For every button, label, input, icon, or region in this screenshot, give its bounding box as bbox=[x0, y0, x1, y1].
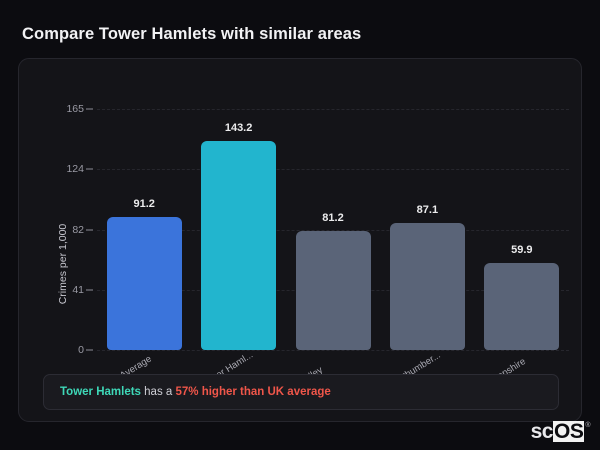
annotation-connector-text: has a bbox=[140, 386, 176, 398]
annotation-statistic: 57% higher than UK average bbox=[175, 386, 331, 398]
gridline bbox=[97, 109, 569, 110]
y-axis-tick-label: 0 bbox=[78, 344, 84, 356]
registered-trademark-icon: ® bbox=[585, 422, 590, 429]
annotation-area-name: Tower Hamlets bbox=[60, 386, 141, 398]
y-axis-tick-mark bbox=[86, 289, 93, 291]
chart-card: Crimes per 1,000 0 41 82 124 165 91.2 UK Avera… bbox=[18, 58, 582, 422]
y-axis-tick-mark bbox=[86, 108, 93, 110]
logo-os-badge: OS bbox=[552, 420, 585, 443]
y-axis-tick-label: 165 bbox=[66, 103, 84, 115]
y-axis-tick-label: 41 bbox=[72, 284, 84, 297]
bar[interactable] bbox=[106, 216, 182, 350]
gridline bbox=[97, 230, 569, 232]
y-axis-title: Crimes per 1,000 bbox=[57, 223, 69, 305]
y-axis-tick-mark bbox=[86, 229, 93, 231]
y-axis-tick-mark bbox=[86, 168, 93, 170]
bar[interactable] bbox=[295, 231, 371, 350]
y-axis-tick-label: 124 bbox=[66, 162, 84, 175]
bar[interactable] bbox=[389, 222, 465, 350]
scos-logo: sc OS ® bbox=[531, 421, 590, 442]
y-axis-tick-mark bbox=[86, 349, 93, 351]
bar-value-label: 91.2 bbox=[133, 197, 155, 210]
bar-group[interactable]: 59.9 Shropshire bbox=[483, 109, 560, 390]
plot-area: 0 41 82 124 165 91.2 UK Average 143.2 Tower Haml… bbox=[66, 103, 569, 390]
gridline bbox=[97, 350, 569, 351]
y-axis-tick-label: 82 bbox=[72, 224, 84, 237]
bar[interactable] bbox=[484, 262, 560, 350]
bar-value-label: 143.2 bbox=[224, 121, 253, 134]
page-title: Compare Tower Hamlets with similar areas bbox=[22, 25, 362, 43]
bar-group[interactable]: 81.2Dudley bbox=[294, 109, 371, 390]
bar-group[interactable]: 143.2 Tower Haml... bbox=[200, 109, 277, 390]
bar-value-label: 81.2 bbox=[322, 212, 344, 225]
bar[interactable] bbox=[201, 140, 277, 350]
annotation-callout: Tower Hamlets has a 57% higher than UK a… bbox=[43, 374, 559, 410]
bar-group[interactable]: 87.1 Northumber... bbox=[388, 109, 465, 390]
logo-prefix-text: sc bbox=[530, 420, 554, 443]
bar-value-label: 59.9 bbox=[511, 243, 533, 256]
gridline bbox=[97, 168, 569, 170]
bar-value-label: 87.1 bbox=[416, 203, 439, 216]
bar-group[interactable]: 91.2 UK Average bbox=[105, 109, 182, 390]
